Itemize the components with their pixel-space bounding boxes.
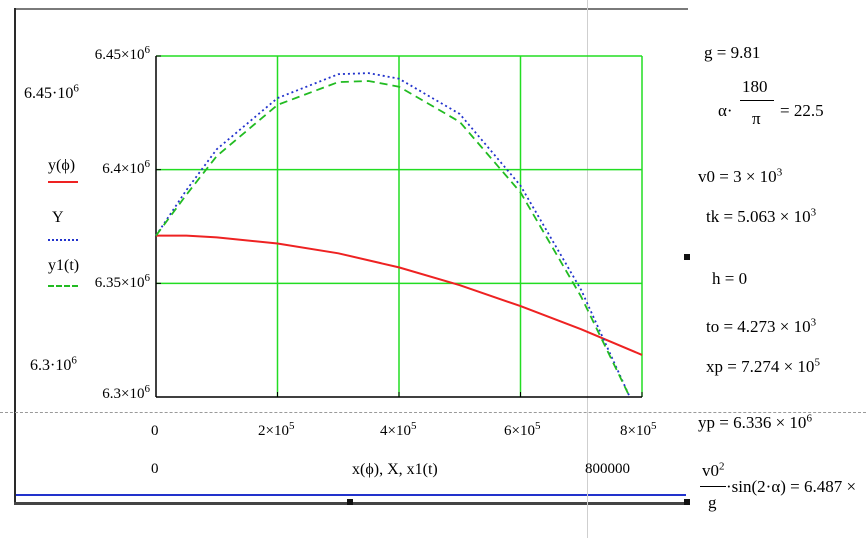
resize-handle-bottom[interactable] [347, 499, 353, 505]
fraction-numerator: 180 [742, 77, 768, 96]
ytick-label: 6.4×106 [102, 158, 150, 177]
series-Y-line [155, 72, 631, 398]
fraction-denominator: π [752, 109, 761, 128]
xtick-label: 4×105 [380, 420, 417, 439]
math-alpha-degrees[interactable]: α· 180 π = 22.5 [718, 76, 828, 136]
legend-swatch-dotted [48, 239, 78, 241]
xaxis-min-limit[interactable]: 0 [151, 461, 159, 477]
math-xp[interactable]: xp = 7.274 × 105 [706, 356, 820, 376]
legend-swatch-dashed [48, 285, 78, 287]
yaxis-bottom-limit[interactable]: 6.3·106 [30, 354, 77, 374]
math-to[interactable]: to = 4.273 × 103 [706, 316, 817, 336]
fraction-bar [700, 486, 726, 487]
series-y1-t-line [155, 80, 631, 398]
alpha-symbol: α· [718, 101, 733, 120]
page-break-line [587, 0, 588, 538]
ytick-label: 6.45×106 [94, 44, 150, 63]
yaxis-top-limit[interactable]: 6.45·106 [24, 82, 79, 102]
plot-frame-top [14, 8, 688, 10]
xtick-label: 0 [151, 423, 159, 439]
math-v0[interactable]: v0 = 3 × 103 [698, 166, 783, 186]
plot-series [155, 72, 643, 398]
math-range-formula[interactable]: v02 g ·sin(2·α) = 6.487 × [698, 456, 866, 538]
math-h[interactable]: h = 0 [712, 269, 748, 288]
fraction-numerator: v02 [702, 460, 725, 480]
resize-handle-corner[interactable] [684, 499, 690, 505]
series-y-phi-line [156, 234, 643, 356]
xaxis-max-limit[interactable]: 800000 [585, 461, 630, 477]
xtick-label: 2×105 [258, 420, 295, 439]
legend-label-y-phi[interactable]: y(ϕ) [48, 157, 76, 174]
math-g[interactable]: g = 9.81 [704, 43, 761, 62]
legend-swatch-solid [48, 181, 78, 183]
range-result: ·sin(2·α) = 6.487 × [726, 477, 857, 496]
region-bottom-border [16, 494, 686, 496]
xaxis-label[interactable]: x(ϕ), X, x1(t) [352, 461, 438, 478]
ytick-label: 6.35×106 [94, 272, 150, 291]
plot-grid [155, 55, 643, 398]
resize-handle-right[interactable] [684, 254, 690, 260]
math-yp[interactable]: yp = 6.336 × 106 [698, 412, 812, 432]
xtick-label: 6×105 [504, 420, 541, 439]
math-tk[interactable]: tk = 5.063 × 103 [706, 206, 817, 226]
xtick-label: 8×105 [620, 420, 657, 439]
fraction-bar [740, 100, 774, 101]
alpha-value: = 22.5 [780, 101, 824, 120]
ytick-label: 6.3×106 [102, 383, 150, 402]
plot-frame-left [14, 8, 16, 504]
fraction-denominator: g [708, 493, 717, 512]
page-break-dotted-line [0, 412, 866, 413]
legend-label-Y[interactable]: Y [52, 209, 64, 226]
legend-label-y1-t[interactable]: y1(t) [48, 257, 80, 274]
